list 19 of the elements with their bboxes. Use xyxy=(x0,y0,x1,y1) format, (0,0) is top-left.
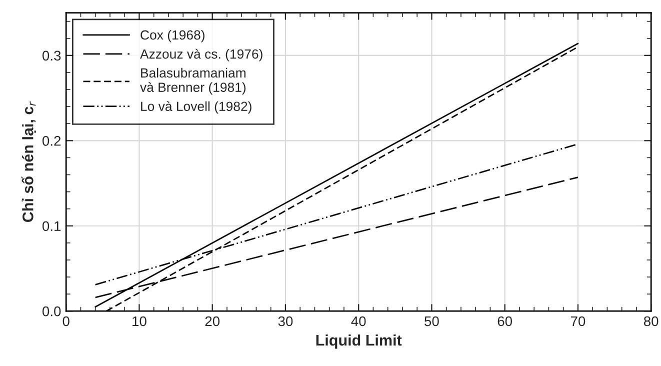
x-tick-label: 50 xyxy=(424,316,439,326)
y-tick-label: 0.0 xyxy=(42,306,61,316)
x-tick-label: 20 xyxy=(205,316,220,326)
x-tick-label: 0 xyxy=(62,316,70,326)
legend-label: Balasubramaniam và Brenner (1981) xyxy=(140,68,246,95)
x-tick-label: 40 xyxy=(351,316,366,326)
legend-label: Lo và Lovell (1982) xyxy=(141,101,252,114)
y-tick-label: 0.2 xyxy=(42,136,61,146)
legend-label: Cox (1968) xyxy=(140,30,204,42)
y-tick-label: 0.1 xyxy=(42,221,61,232)
x-axis-title: Liquid Limit xyxy=(316,334,402,349)
y-axis-title: Chỉ số nén lại, c$_{r}$ xyxy=(21,101,36,222)
x-tick-label: 80 xyxy=(644,316,658,326)
legend-label: Azzouz và cs. (1976) xyxy=(140,48,262,62)
y-tick-label: 0.3 xyxy=(42,50,61,61)
x-tick-label: 60 xyxy=(498,316,512,326)
x-tick-label: 10 xyxy=(132,316,146,326)
x-tick-label: 70 xyxy=(570,316,586,326)
x-tick-label: 30 xyxy=(278,316,293,326)
